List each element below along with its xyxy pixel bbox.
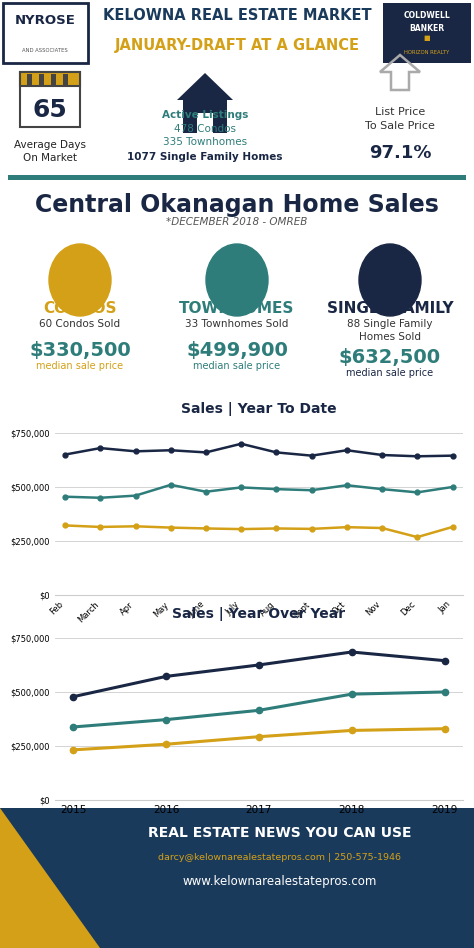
Polygon shape	[0, 808, 100, 948]
Ellipse shape	[49, 244, 111, 316]
Bar	[0, 65, 474, 175]
Text: NYROSE: NYROSE	[15, 13, 75, 27]
Text: www.kelownarealestatepros.com: www.kelownarealestatepros.com	[183, 876, 377, 888]
Text: Homes Sold: Homes Sold	[359, 332, 421, 342]
Title: Sales | Year Over Year: Sales | Year Over Year	[172, 607, 346, 621]
Text: 33 Townhomes Sold: 33 Townhomes Sold	[185, 319, 289, 329]
Bar	[197, 113, 213, 133]
Text: AND ASSOCIATES: AND ASSOCIATES	[22, 47, 68, 52]
Text: darcy@kelownarealestatepros.com | 250-575-1946: darcy@kelownarealestatepros.com | 250-57…	[158, 853, 401, 863]
Text: 1077 Single Family Homes: 1077 Single Family Homes	[127, 152, 283, 162]
Text: $499,900: $499,900	[186, 340, 288, 359]
Text: $632,500: $632,500	[339, 348, 441, 367]
Text: To Sale Price: To Sale Price	[365, 121, 435, 131]
Ellipse shape	[359, 244, 421, 316]
Bar	[0, 808, 474, 948]
Bar	[51, 74, 56, 86]
Bar	[0, 0, 474, 65]
Ellipse shape	[206, 244, 268, 316]
Bar	[183, 100, 227, 133]
Bar	[0, 180, 474, 400]
Text: 335 Townhomes: 335 Townhomes	[163, 137, 247, 147]
Text: 478 Condos: 478 Condos	[174, 124, 236, 134]
Text: 97.1%: 97.1%	[369, 144, 431, 162]
Text: 88 Single Family: 88 Single Family	[347, 319, 433, 329]
Text: JANUARY-DRAFT AT A GLANCE: JANUARY-DRAFT AT A GLANCE	[115, 38, 359, 52]
Bar	[63, 74, 68, 86]
Bar	[3, 3, 88, 63]
Text: CONDOS: CONDOS	[43, 301, 117, 316]
Text: BANKER: BANKER	[410, 24, 445, 32]
Bar	[383, 3, 471, 63]
Text: 65: 65	[33, 98, 67, 122]
Text: Average Days: Average Days	[14, 140, 86, 150]
Text: Central Okanagan Home Sales: Central Okanagan Home Sales	[35, 193, 439, 217]
Bar	[39, 74, 44, 86]
Polygon shape	[177, 73, 233, 100]
Text: median sale price: median sale price	[346, 368, 434, 378]
Text: TOWNHOMES: TOWNHOMES	[179, 301, 295, 316]
Text: List Price: List Price	[375, 107, 425, 117]
Bar	[8, 175, 466, 180]
Text: 60 Condos Sold: 60 Condos Sold	[39, 319, 120, 329]
Text: Active Listings: Active Listings	[162, 110, 248, 120]
Text: median sale price: median sale price	[193, 361, 281, 371]
Bar	[20, 72, 80, 86]
Text: COLDWELL: COLDWELL	[404, 10, 450, 20]
Text: REAL ESTATE NEWS YOU CAN USE: REAL ESTATE NEWS YOU CAN USE	[148, 826, 412, 840]
Text: $330,500: $330,500	[29, 340, 131, 359]
Bar	[20, 72, 80, 127]
Text: HORIZON REALTY: HORIZON REALTY	[404, 49, 450, 54]
Text: *DECEMBER 2018 - OMREB: *DECEMBER 2018 - OMREB	[166, 217, 308, 227]
Text: KELOWNA REAL ESTATE MARKET: KELOWNA REAL ESTATE MARKET	[103, 8, 371, 23]
Title: Sales | Year To Date: Sales | Year To Date	[181, 402, 337, 416]
Text: SINGLE FAMILY: SINGLE FAMILY	[327, 301, 453, 316]
Text: median sale price: median sale price	[36, 361, 124, 371]
Bar	[27, 74, 32, 86]
Text: ■: ■	[424, 35, 430, 41]
Text: On Market: On Market	[23, 153, 77, 163]
